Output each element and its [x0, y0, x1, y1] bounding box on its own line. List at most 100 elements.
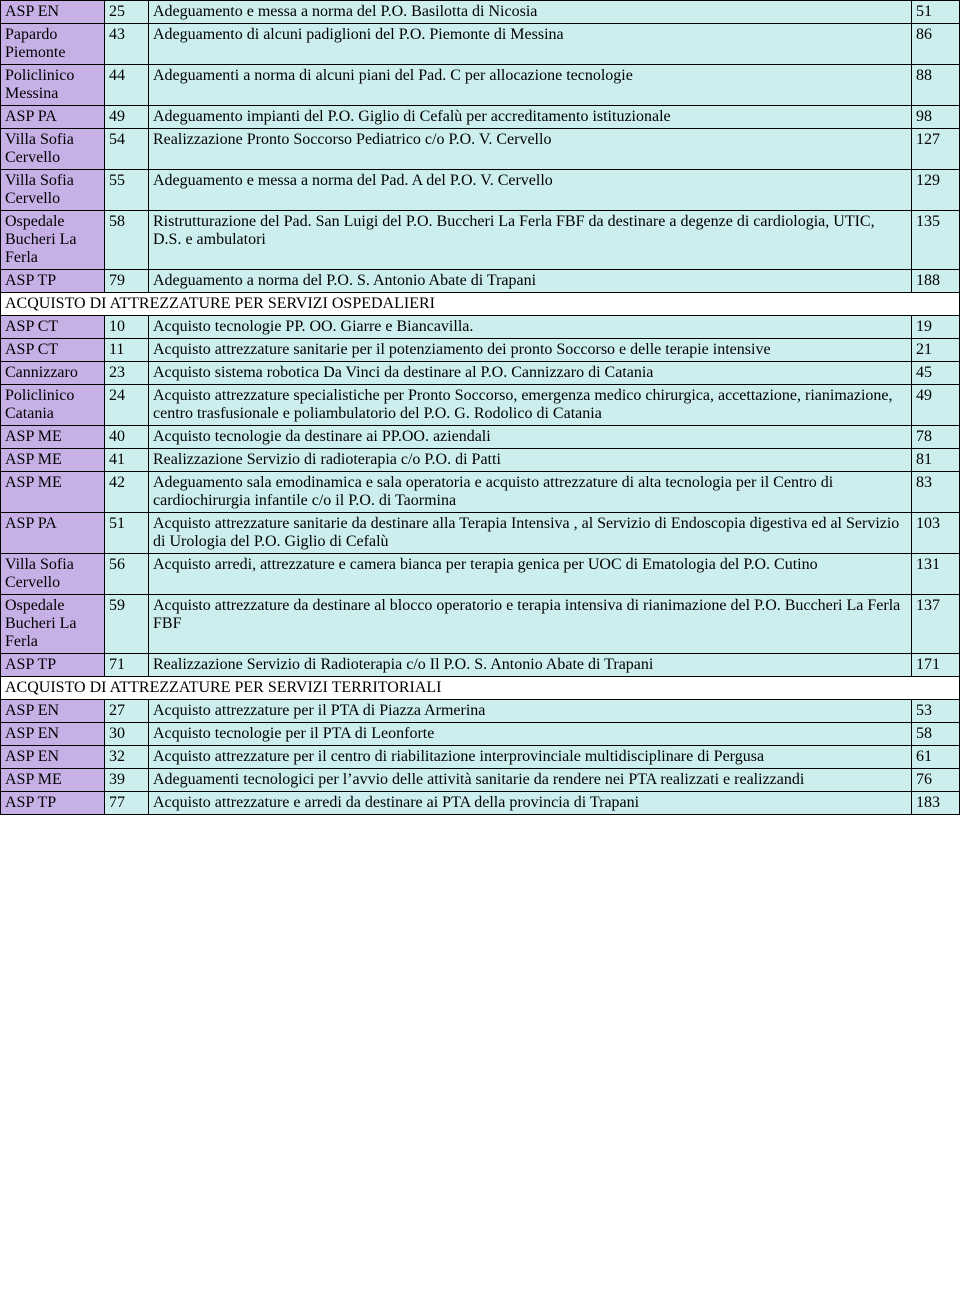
- table-row: ASP ME39Adeguamenti tecnologici per l’av…: [1, 769, 960, 792]
- number-cell: 11: [105, 339, 149, 362]
- table-row: ASP EN25Adeguamento e messa a norma del …: [1, 1, 960, 24]
- table-row: Policlinico Messina44Adeguamenti a norma…: [1, 65, 960, 106]
- section-title: ACQUISTO DI ATTREZZATURE PER SERVIZI OSP…: [1, 293, 960, 316]
- entity-cell: ASP ME: [1, 426, 105, 449]
- description-cell: Adeguamento e messa a norma del P.O. Bas…: [149, 1, 912, 24]
- value-cell: 76: [912, 769, 960, 792]
- table-row: ASP TP71Realizzazione Servizio di Radiot…: [1, 654, 960, 677]
- table-row: Villa Sofia Cervello54Realizzazione Pron…: [1, 129, 960, 170]
- description-cell: Adeguamenti a norma di alcuni piani del …: [149, 65, 912, 106]
- table-row: ASP ME42Adeguamento sala emodinamica e s…: [1, 472, 960, 513]
- description-cell: Acquisto attrezzature sanitarie per il p…: [149, 339, 912, 362]
- description-cell: Adeguamento sala emodinamica e sala oper…: [149, 472, 912, 513]
- entity-cell: Policlinico Catania: [1, 385, 105, 426]
- section-title: ACQUISTO DI ATTREZZATURE PER SERVIZI TER…: [1, 677, 960, 700]
- entity-cell: ASP ME: [1, 472, 105, 513]
- entity-cell: ASP TP: [1, 792, 105, 815]
- value-cell: 58: [912, 723, 960, 746]
- description-cell: Acquisto attrezzature per il PTA di Piaz…: [149, 700, 912, 723]
- table-row: ASP ME40Acquisto tecnologie da destinare…: [1, 426, 960, 449]
- table-row: ASP TP79Adeguamento a norma del P.O. S. …: [1, 270, 960, 293]
- number-cell: 56: [105, 554, 149, 595]
- number-cell: 25: [105, 1, 149, 24]
- value-cell: 81: [912, 449, 960, 472]
- number-cell: 32: [105, 746, 149, 769]
- value-cell: 137: [912, 595, 960, 654]
- value-cell: 171: [912, 654, 960, 677]
- description-cell: Adeguamenti tecnologici per l’avvio dell…: [149, 769, 912, 792]
- entity-cell: Cannizzaro: [1, 362, 105, 385]
- entity-cell: ASP ME: [1, 449, 105, 472]
- table-row: Ospedale Bucheri La Ferla59Acquisto attr…: [1, 595, 960, 654]
- entity-cell: Villa Sofia Cervello: [1, 554, 105, 595]
- entity-cell: ASP ME: [1, 769, 105, 792]
- value-cell: 61: [912, 746, 960, 769]
- description-cell: Acquisto tecnologie PP. OO. Giarre e Bia…: [149, 316, 912, 339]
- table-row: Cannizzaro23Acquisto sistema robotica Da…: [1, 362, 960, 385]
- entity-cell: Ospedale Bucheri La Ferla: [1, 211, 105, 270]
- entity-cell: ASP CT: [1, 316, 105, 339]
- description-cell: Acquisto tecnologie da destinare ai PP.O…: [149, 426, 912, 449]
- value-cell: 78: [912, 426, 960, 449]
- table-row: ASP ME41Realizzazione Servizio di radiot…: [1, 449, 960, 472]
- number-cell: 43: [105, 24, 149, 65]
- value-cell: 127: [912, 129, 960, 170]
- value-cell: 49: [912, 385, 960, 426]
- table-row: Villa Sofia Cervello56Acquisto arredi, a…: [1, 554, 960, 595]
- entity-cell: ASP EN: [1, 1, 105, 24]
- value-cell: 51: [912, 1, 960, 24]
- number-cell: 10: [105, 316, 149, 339]
- description-cell: Realizzazione Pronto Soccorso Pediatrico…: [149, 129, 912, 170]
- description-cell: Acquisto arredi, attrezzature e camera b…: [149, 554, 912, 595]
- table-row: Ospedale Bucheri La Ferla58Ristrutturazi…: [1, 211, 960, 270]
- entity-cell: ASP CT: [1, 339, 105, 362]
- description-cell: Adeguamento e messa a norma del Pad. A d…: [149, 170, 912, 211]
- number-cell: 58: [105, 211, 149, 270]
- value-cell: 188: [912, 270, 960, 293]
- value-cell: 45: [912, 362, 960, 385]
- entity-cell: Villa Sofia Cervello: [1, 170, 105, 211]
- description-cell: Acquisto attrezzature specialistiche per…: [149, 385, 912, 426]
- number-cell: 55: [105, 170, 149, 211]
- entity-cell: Villa Sofia Cervello: [1, 129, 105, 170]
- table-row: ASP EN32Acquisto attrezzature per il cen…: [1, 746, 960, 769]
- description-cell: Acquisto tecnologie per il PTA di Leonfo…: [149, 723, 912, 746]
- entity-cell: ASP PA: [1, 106, 105, 129]
- value-cell: 86: [912, 24, 960, 65]
- value-cell: 88: [912, 65, 960, 106]
- description-cell: Acquisto attrezzature da destinare al bl…: [149, 595, 912, 654]
- description-cell: Acquisto sistema robotica Da Vinci da de…: [149, 362, 912, 385]
- table-row: ASP CT10Acquisto tecnologie PP. OO. Giar…: [1, 316, 960, 339]
- number-cell: 23: [105, 362, 149, 385]
- value-cell: 103: [912, 513, 960, 554]
- description-cell: Acquisto attrezzature sanitarie da desti…: [149, 513, 912, 554]
- value-cell: 131: [912, 554, 960, 595]
- number-cell: 42: [105, 472, 149, 513]
- number-cell: 77: [105, 792, 149, 815]
- value-cell: 53: [912, 700, 960, 723]
- number-cell: 44: [105, 65, 149, 106]
- entity-cell: ASP EN: [1, 700, 105, 723]
- description-cell: Acquisto attrezzature per il centro di r…: [149, 746, 912, 769]
- value-cell: 19: [912, 316, 960, 339]
- entity-cell: Policlinico Messina: [1, 65, 105, 106]
- entity-cell: ASP EN: [1, 746, 105, 769]
- number-cell: 59: [105, 595, 149, 654]
- description-cell: Adeguamento impianti del P.O. Giglio di …: [149, 106, 912, 129]
- description-cell: Adeguamento di alcuni padiglioni del P.O…: [149, 24, 912, 65]
- number-cell: 30: [105, 723, 149, 746]
- description-cell: Realizzazione Servizio di radioterapia c…: [149, 449, 912, 472]
- table-row: ASP TP77Acquisto attrezzature e arredi d…: [1, 792, 960, 815]
- number-cell: 39: [105, 769, 149, 792]
- value-cell: 129: [912, 170, 960, 211]
- number-cell: 40: [105, 426, 149, 449]
- description-cell: Realizzazione Servizio di Radioterapia c…: [149, 654, 912, 677]
- number-cell: 27: [105, 700, 149, 723]
- table-row: Villa Sofia Cervello55Adeguamento e mess…: [1, 170, 960, 211]
- table-row: ASP EN27Acquisto attrezzature per il PTA…: [1, 700, 960, 723]
- page: ASP EN25Adeguamento e messa a norma del …: [0, 0, 960, 815]
- number-cell: 51: [105, 513, 149, 554]
- value-cell: 98: [912, 106, 960, 129]
- entity-cell: ASP EN: [1, 723, 105, 746]
- number-cell: 54: [105, 129, 149, 170]
